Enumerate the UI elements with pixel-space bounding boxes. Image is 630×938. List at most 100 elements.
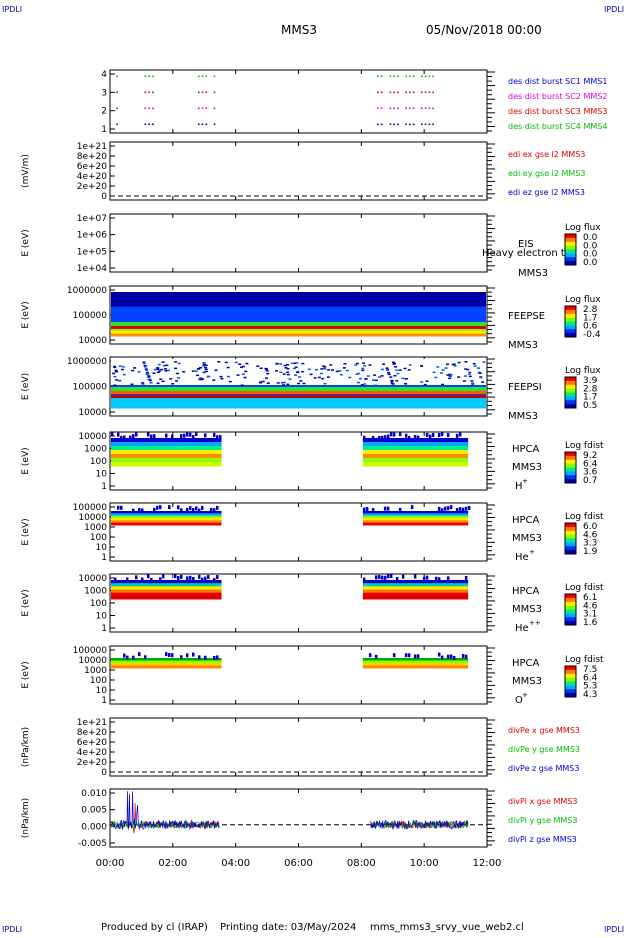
edge-pixel xyxy=(162,574,165,579)
edge-pixel xyxy=(213,508,216,513)
sparse-pixel xyxy=(148,379,152,382)
colorbar-tick-label: 0.0 xyxy=(583,233,598,243)
y-tick-label: 8e+20 xyxy=(77,728,108,738)
spectrogram-band xyxy=(111,518,222,521)
y-axis-label: E (eV) xyxy=(21,518,31,545)
colorbar-tick-label: 0.6 xyxy=(583,322,598,332)
sparse-pixel xyxy=(361,369,365,372)
colorbar-segment xyxy=(565,306,576,311)
y-tick-label: 100000 xyxy=(73,311,108,321)
edge-pixel xyxy=(368,653,372,658)
edge-pixel xyxy=(177,576,180,581)
sparse-pixel xyxy=(256,365,260,367)
colorbar: 7.56.45.34.3 xyxy=(564,665,598,700)
spectrogram-band xyxy=(362,592,469,597)
edge-pixel xyxy=(365,506,369,511)
edge-pixel xyxy=(186,653,189,658)
burst-mark xyxy=(116,91,118,94)
burst-mark xyxy=(197,123,200,126)
colorbar-tick-label: 6.4 xyxy=(583,673,598,683)
y-tick-label: 100 xyxy=(90,676,107,686)
spectrogram-band xyxy=(362,583,469,587)
edge-pixel xyxy=(437,506,441,511)
sparse-pixel xyxy=(240,366,244,369)
burst-mark xyxy=(397,91,399,94)
sparse-pixel xyxy=(201,364,205,367)
colorbar-title: Log fdist xyxy=(565,655,604,665)
sparse-pixel xyxy=(133,367,137,369)
colorbar-segment xyxy=(565,546,576,551)
burst-mark xyxy=(393,75,395,78)
legend-entry: edi ex gse l2 MMS3 xyxy=(508,150,585,159)
sparse-pixel xyxy=(425,380,429,382)
colorbar-segment xyxy=(565,309,576,315)
sparse-pixel xyxy=(432,371,436,374)
sparse-pixel xyxy=(177,377,181,379)
spectrogram-band xyxy=(362,454,469,459)
sparse-pixel xyxy=(259,381,263,383)
colorbar-tick-label: 4.6 xyxy=(583,601,598,611)
colorbar-segment xyxy=(565,377,576,382)
x-tick-label: 12:00 xyxy=(473,858,502,869)
sparse-pixel xyxy=(473,365,477,367)
sparse-pixel xyxy=(453,365,457,367)
burst-mark xyxy=(152,91,154,94)
colorbar: 2.81.70.6-0.4 xyxy=(564,305,601,340)
edge-pixel xyxy=(135,432,138,437)
edge-pixel xyxy=(440,655,444,660)
spectrogram-band xyxy=(111,318,486,322)
spectrogram-band xyxy=(111,393,486,396)
edge-pixel xyxy=(216,435,219,440)
colorbar-segment xyxy=(565,392,576,397)
sparse-pixel xyxy=(445,363,449,366)
edge-pixel xyxy=(458,432,462,437)
edge-pixel xyxy=(189,575,192,580)
sparse-pixel xyxy=(281,381,285,384)
sparse-pixel xyxy=(466,368,470,371)
edge-pixel xyxy=(168,505,171,510)
sparse-pixel xyxy=(244,370,248,373)
edge-pixel xyxy=(216,575,219,580)
colorbar-frame xyxy=(564,522,577,555)
y-tick-label: 10000 xyxy=(78,408,107,418)
spacecraft-label: MMS3 xyxy=(518,268,548,279)
sparse-pixel xyxy=(153,368,157,371)
colorbar-title: Log fdist xyxy=(565,441,604,451)
sparse-pixel xyxy=(472,362,476,365)
instrument-label: HPCA xyxy=(512,658,540,669)
spectrogram-band xyxy=(111,515,222,519)
burst-mark xyxy=(409,91,411,94)
edge-pixel xyxy=(219,435,222,440)
colorbar-title: Log fdist xyxy=(565,512,604,522)
sparse-pixel xyxy=(368,364,372,366)
sparse-pixel xyxy=(261,380,265,383)
edge-pixel xyxy=(150,577,153,582)
y-axis-label: E (eV) xyxy=(21,229,31,256)
edge-pixel xyxy=(159,577,162,582)
sparse-pixel xyxy=(224,361,228,364)
spectrogram-band xyxy=(362,663,469,666)
colorbar-segment xyxy=(565,317,576,322)
footer-script: mms_mms3_srvy_vue_web2.cl xyxy=(370,922,524,933)
sparse-pixel xyxy=(357,372,361,375)
burst-mark xyxy=(421,107,423,110)
sparse-pixel xyxy=(202,362,206,364)
sparse-pixel xyxy=(299,380,303,382)
y-axis-label: (mV/m) xyxy=(21,154,31,188)
edge-pixel xyxy=(362,577,366,582)
edge-pixel xyxy=(416,435,420,440)
y-axis-label: E (eV) xyxy=(21,373,31,400)
colorbar-tick-label: 9.2 xyxy=(583,451,597,461)
sparse-pixel xyxy=(276,382,280,384)
corner-label-bottom-left: IPDLI xyxy=(2,925,22,934)
sparse-pixel xyxy=(403,367,407,370)
spectrogram-band xyxy=(111,658,222,661)
edge-pixel xyxy=(213,577,216,582)
sparse-pixel xyxy=(279,371,283,374)
edge-pixel xyxy=(449,654,453,659)
sparse-pixel xyxy=(482,361,486,363)
burst-mark xyxy=(405,75,407,78)
colorbar-segment xyxy=(565,463,576,468)
